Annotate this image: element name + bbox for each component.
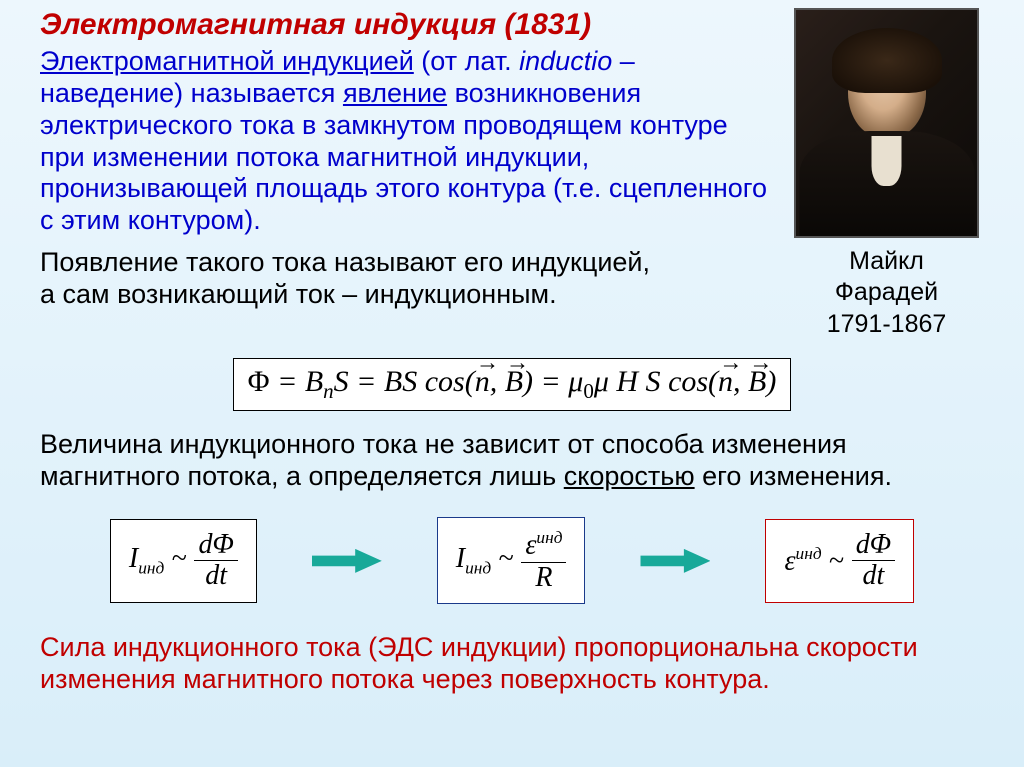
portrait-caption: Майкл Фарадей 1791-1867 bbox=[789, 246, 984, 340]
phenomenon-underlined: явление bbox=[343, 78, 447, 108]
arrow-icon bbox=[640, 549, 710, 573]
term-underlined: Электромагнитной индукцией bbox=[40, 46, 414, 76]
text-column: Электромагнитная индукция (1831) Электро… bbox=[40, 8, 769, 340]
header-row: Электромагнитная индукция (1831) Электро… bbox=[40, 8, 984, 340]
portrait-column: Майкл Фарадей 1791-1867 bbox=[789, 8, 984, 340]
definition-paragraph: Электромагнитной индукцией (от лат. indu… bbox=[40, 46, 769, 237]
faraday-portrait bbox=[794, 8, 979, 238]
formula-row: Iинд ~ dΦdt Iинд ~ εиндR εинд ~ dΦdt bbox=[40, 517, 984, 604]
page-title: Электромагнитная индукция (1831) bbox=[40, 8, 769, 42]
caption-name2: Фарадей bbox=[835, 278, 938, 306]
formula-box-2: Iинд ~ εиндR bbox=[437, 517, 586, 604]
conclusion-paragraph: Сила индукционного тока (ЭДС индукции) п… bbox=[40, 632, 984, 696]
caption-name1: Майкл bbox=[849, 247, 924, 275]
latin-word: inductio bbox=[519, 46, 612, 76]
arrow-icon bbox=[312, 549, 382, 573]
formula-box-1: Iинд ~ dΦdt bbox=[110, 519, 257, 604]
paragraph-2: Появление такого тока называют его индук… bbox=[40, 247, 769, 311]
para3-after: его изменения. bbox=[695, 461, 892, 491]
caption-years: 1791-1867 bbox=[827, 310, 947, 338]
para2-line1: Появление такого тока называют его индук… bbox=[40, 247, 650, 277]
main-flux-formula: Φ = BnS = BS cos(n, B) = μ0μ H S cos(n, … bbox=[233, 358, 792, 411]
para2-line2: а сам возникающий ток – индукционным. bbox=[40, 279, 557, 309]
portrait-body bbox=[799, 131, 974, 236]
formula-box-3: εинд ~ dΦdt bbox=[765, 519, 914, 604]
para3-underlined: скоростью bbox=[564, 461, 695, 491]
paragraph-3: Величина индукционного тока не зависит о… bbox=[40, 429, 984, 493]
latin-intro: (от лат. bbox=[414, 46, 519, 76]
